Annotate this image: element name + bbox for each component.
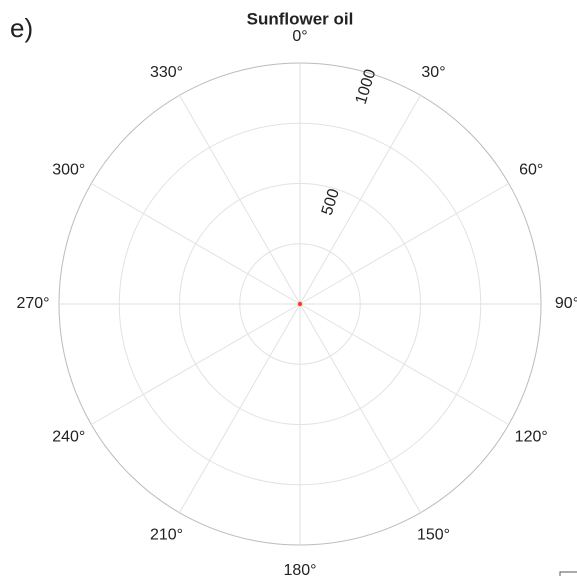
panel-label: e) bbox=[10, 13, 33, 43]
theta-tick-label: 240° bbox=[52, 429, 85, 446]
grid-line bbox=[299, 95, 421, 305]
theta-tick-label: 150° bbox=[417, 526, 450, 543]
grid-line bbox=[299, 303, 509, 425]
grid-line bbox=[299, 303, 421, 513]
r-tick-label: 500 bbox=[319, 187, 343, 218]
theta-tick-label: 90° bbox=[555, 295, 577, 312]
corner-box bbox=[559, 571, 577, 581]
theta-tick-label: 60° bbox=[519, 162, 543, 179]
grid-line bbox=[91, 303, 301, 425]
theta-tick-label: 210° bbox=[150, 526, 183, 543]
grid-line bbox=[299, 183, 509, 305]
theta-tick-label: 120° bbox=[515, 429, 548, 446]
grid-line bbox=[179, 303, 301, 513]
theta-tick-label: 300° bbox=[52, 162, 85, 179]
r-tick-label: 1000 bbox=[353, 67, 380, 106]
theta-tick-label: 330° bbox=[150, 64, 183, 81]
grid-line bbox=[179, 95, 301, 305]
data-point bbox=[297, 301, 303, 307]
theta-tick-label: 30° bbox=[421, 64, 445, 81]
grid-line bbox=[91, 183, 301, 305]
theta-tick-label: 270° bbox=[16, 295, 49, 312]
theta-tick-label: 180° bbox=[283, 562, 316, 576]
chart-title: Sunflower oil bbox=[247, 9, 354, 28]
theta-tick-label: 0° bbox=[292, 28, 307, 45]
